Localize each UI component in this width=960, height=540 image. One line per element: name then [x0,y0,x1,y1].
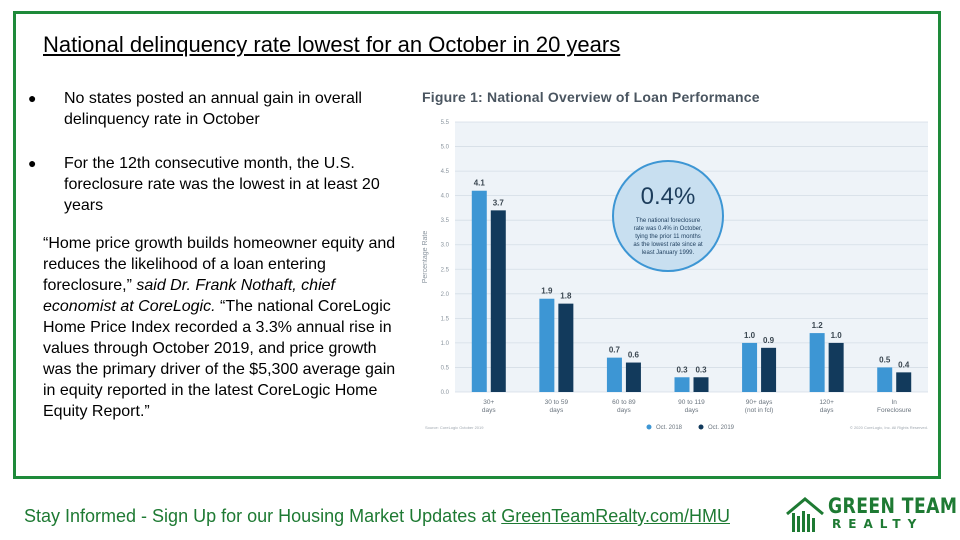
x-tick-label: days [617,407,631,414]
bar [558,303,574,392]
data-label: 0.5 [879,355,891,364]
bar [877,367,893,392]
x-tick-label: 30+ [483,399,494,406]
bullet-item: ● No states posted an annual gain in ove… [28,88,398,130]
legend-label: Oct. 2019 [708,425,735,431]
x-tick-label: In [892,399,898,406]
data-label: 1.0 [831,331,843,340]
x-tick-label: days [685,407,699,414]
data-label: 0.3 [676,365,688,374]
bar [490,210,506,392]
bar [809,333,825,392]
y-tick-label: 4.0 [441,194,450,200]
x-tick-label: 30 to 59 [545,399,569,406]
callout-text: The national foreclosure [636,218,701,224]
data-label: 0.4 [898,360,910,369]
legend-label: Oct. 2018 [656,425,683,431]
callout-text: least January 1999. [642,250,695,256]
bar [896,372,912,392]
y-tick-label: 3.0 [441,243,450,249]
quote-block: “Home price growth builds homeowner equi… [43,233,403,422]
bullet-item: ● For the 12th consecutive month, the U.… [28,153,398,216]
callout-value: 0.4% [641,183,696,210]
data-label: 0.9 [763,336,775,345]
callout-circle [612,160,724,272]
x-tick-label: days [482,407,496,414]
legend-marker [698,424,704,430]
y-tick-label: 0.5 [441,365,450,371]
x-tick-label: 120+ [819,399,834,406]
bar [742,342,758,392]
callout-text: rate was 0.4% in October, [634,226,703,232]
data-label: 4.1 [474,179,486,188]
bullet-text: For the 12th consecutive month, the U.S.… [64,155,380,214]
slide-title: National delinquency rate lowest for an … [43,32,621,57]
x-tick-label: 90 to 119 [678,399,705,406]
x-tick-label: (not in fcl) [745,407,774,414]
x-tick-label: 60 to 89 [612,399,636,406]
logo-line2: REALTY [832,517,924,531]
bullet-list: ● No states posted an annual gain in ove… [28,88,398,239]
data-label: 1.8 [560,292,572,301]
data-label: 1.2 [812,321,824,330]
bullet-dot: ● [28,155,37,171]
callout-text: as the lowest rate since at [633,242,703,248]
green-team-logo: GREEN TEAM REALTY [784,494,957,534]
bar [693,377,709,392]
loan-performance-chart: 0.0 0.5 1.0 1.5 2.0 2.5 3.0 3.5 4.0 4.5 5.0 5.5 Perc… [422,120,928,431]
x-tick-label: days [549,407,563,414]
y-tick-label: 3.5 [441,218,450,224]
data-label: 0.6 [628,351,640,360]
bullet-text: No states posted an annual gain in overa… [64,90,362,128]
y-tick-label: 2.5 [441,267,450,273]
bullet-dot: ● [28,90,37,106]
y-tick-label: 1.0 [441,341,450,347]
data-label: 0.7 [609,346,621,355]
data-label: 1.9 [541,287,553,296]
quote-text-1: “Home price growth builds homeowner equi… [43,235,396,294]
bar [828,342,844,392]
x-tick-label: Foreclosure [877,407,912,414]
legend-marker [646,424,652,430]
data-label: 1.0 [744,331,756,340]
bar [606,357,622,392]
chart-title: Figure 1: National Overview of Loan Perf… [422,89,760,105]
footer-prefix: Stay Informed - Sign Up for our Housing … [24,506,502,526]
footer-link[interactable]: GreenTeamRealty.com/HMU [501,506,730,526]
slide-frame [13,11,941,479]
quote-text-2: “The national CoreLogic Home Price Index… [43,298,396,420]
y-tick-label: 1.5 [441,316,450,322]
y-tick-label: 2.0 [441,292,450,298]
logo-line1: GREEN TEAM [828,494,958,518]
quote-attribution: said Dr. Frank Nothaft, chief economist … [43,277,335,315]
data-label: 0.3 [695,365,707,374]
chart-source: Source: CoreLogic October 2019 [425,425,484,430]
y-tick-label: 4.5 [441,169,450,175]
x-tick-label: days [820,407,834,414]
footer-cta: Stay Informed - Sign Up for our Housing … [24,506,730,527]
data-label: 3.7 [493,198,505,207]
x-tick-label: 90+ days [746,399,773,406]
y-tick-label: 0.0 [441,390,450,396]
bar [625,362,641,392]
y-tick-label: 5.5 [441,120,450,126]
house-icon [786,497,824,532]
bar [471,190,487,392]
bar [674,377,690,392]
callout-text: tying the prior 11 months [635,234,701,240]
y-axis-label: Percentage Rate [422,231,429,284]
y-tick-label: 5.0 [441,145,450,151]
chart-copyright: © 2020 CoreLogic, Inc. All Rights Reserv… [850,425,928,430]
bar [761,347,777,392]
bar [539,298,555,392]
